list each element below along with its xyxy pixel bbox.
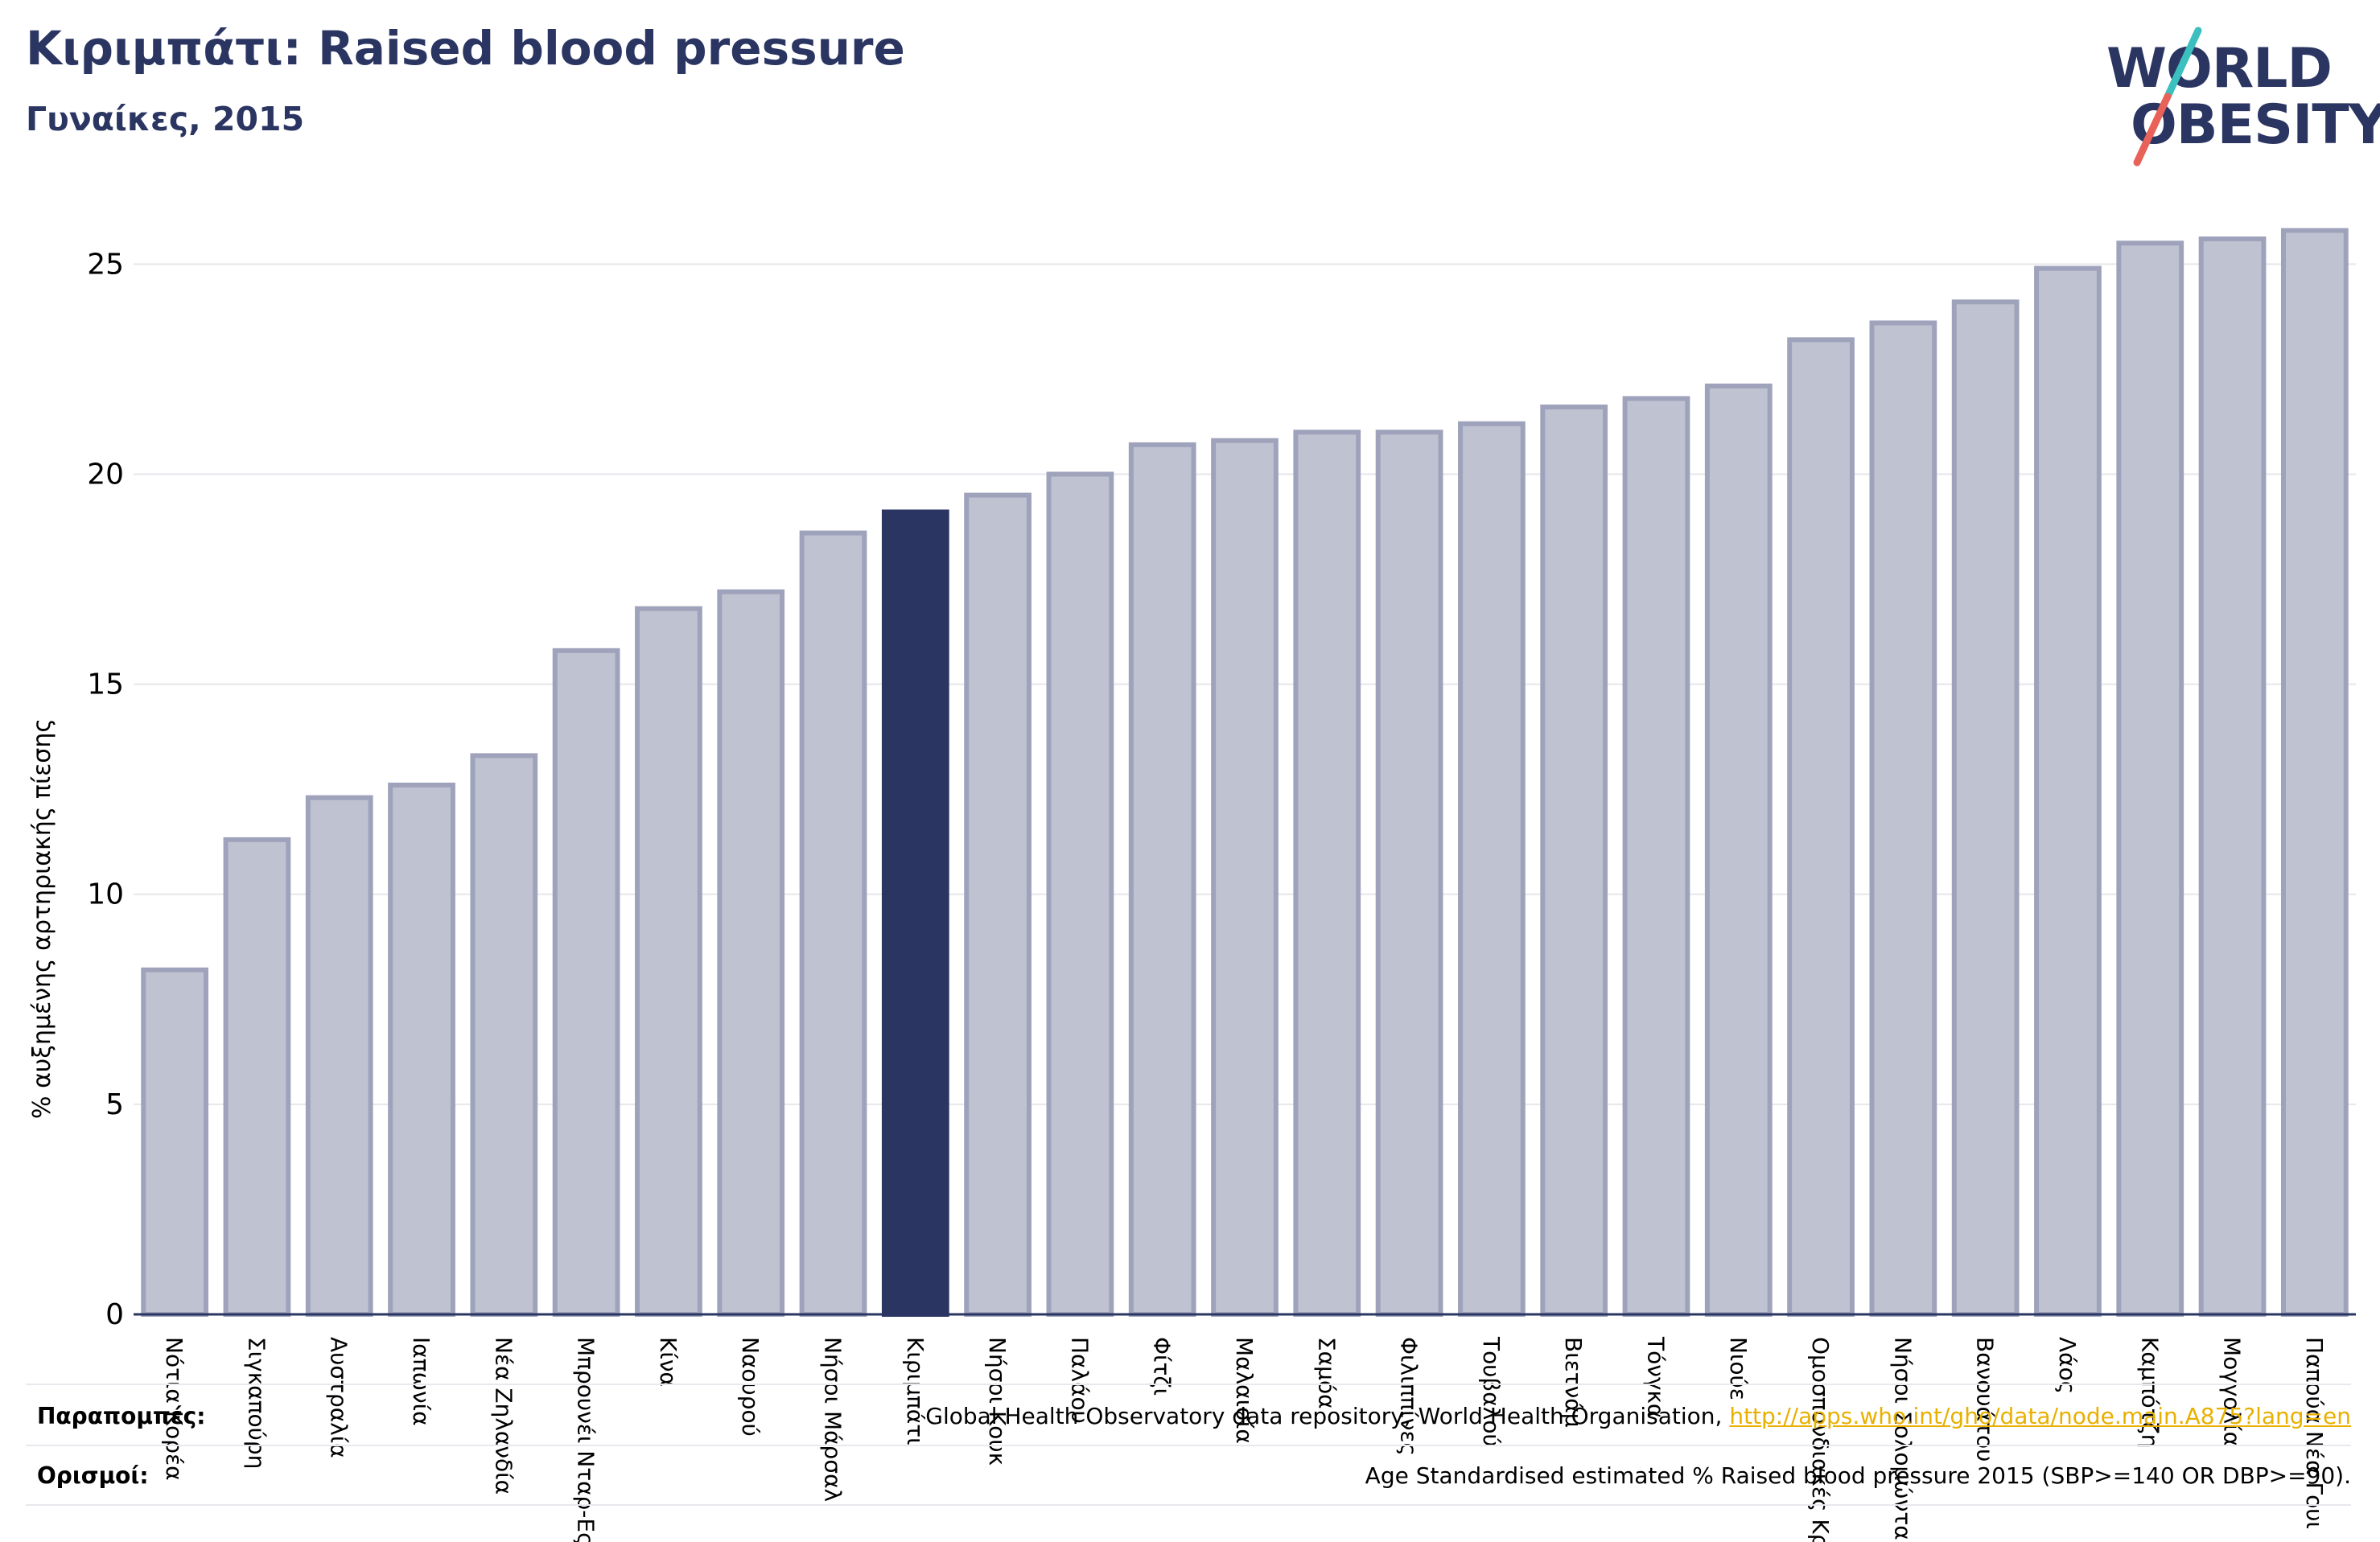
bar bbox=[1622, 396, 1690, 1318]
bar bbox=[1540, 404, 1608, 1317]
chart-title: Κιριμπάτι: Raised blood pressure bbox=[26, 21, 905, 76]
chart-subtitle: Γυναίκες, 2015 bbox=[26, 100, 305, 138]
bar bbox=[305, 795, 373, 1317]
x-tick-label: Τουβαλού bbox=[1478, 1336, 1505, 1447]
bar bbox=[1787, 337, 1855, 1317]
sources-link[interactable]: http://apps.who.int/gho/data/node.main.A… bbox=[1729, 1403, 2351, 1429]
x-tick-label: Ομοσπονδιακές Κρ bbox=[1807, 1337, 1834, 1542]
x-tick-label: Νήσοι Σολομώντα bbox=[1889, 1337, 1916, 1540]
footer-divider-middle bbox=[26, 1445, 2351, 1446]
bar bbox=[964, 492, 1031, 1317]
footer-definitions-row: Ορισμοί: Age Standardised estimated % Ra… bbox=[26, 1448, 2351, 1504]
x-tick-label: Βανουάτου bbox=[1972, 1337, 1999, 1462]
bar bbox=[1293, 430, 1361, 1318]
x-tick-label: Νήσοι Κουκ bbox=[984, 1337, 1011, 1466]
bar bbox=[552, 648, 620, 1317]
y-tick-label: 5 bbox=[105, 1088, 124, 1121]
logo-line-1: WORLD bbox=[2106, 37, 2333, 101]
y-tick-label: 0 bbox=[105, 1298, 124, 1331]
sources-value: Global Health Observatory data repositor… bbox=[925, 1403, 2351, 1429]
bar bbox=[2034, 265, 2102, 1317]
x-tick-label: Λάος bbox=[2054, 1337, 2081, 1394]
world-obesity-logo: WORLD OBESITY bbox=[2092, 24, 2380, 169]
definitions-text: Age Standardised estimated % Raised bloo… bbox=[1365, 1462, 2351, 1489]
bar bbox=[799, 530, 867, 1317]
bar bbox=[1375, 430, 1443, 1318]
x-tick-label: Βιετνάμ bbox=[1560, 1337, 1587, 1428]
bar bbox=[1211, 438, 1279, 1317]
x-tick-label: Μαλαισία bbox=[1231, 1337, 1258, 1444]
x-tick-label: Παπούα Νέα Γουι bbox=[2301, 1337, 2328, 1529]
x-tick-label: Φίτζι bbox=[1149, 1337, 1176, 1396]
bar bbox=[2198, 236, 2267, 1317]
footer-sources-row: Παραπομπές: Global Health Observatory da… bbox=[26, 1388, 2351, 1445]
bar bbox=[635, 606, 702, 1317]
bar bbox=[2116, 241, 2184, 1317]
bar bbox=[1046, 471, 1114, 1317]
x-tick-label: Σαμόα bbox=[1313, 1337, 1340, 1409]
bar bbox=[717, 589, 785, 1317]
x-tick-label: Φιλιππίνες bbox=[1396, 1337, 1423, 1456]
x-tick-label: Αυστραλία bbox=[326, 1337, 352, 1458]
bar bbox=[2280, 228, 2349, 1318]
bar bbox=[1704, 383, 1773, 1317]
x-tick-label: Κιριμπάτι bbox=[902, 1337, 929, 1445]
logo-line-2: OBESITY bbox=[2131, 93, 2380, 157]
bar bbox=[1458, 421, 1526, 1317]
x-tick-label: Μπρουνέι Νταρ-Ες bbox=[573, 1337, 599, 1542]
y-axis-label: % αυξημένης αρτηριακής πίεσης bbox=[28, 718, 56, 1119]
x-tick-label: Νέα Ζηλανδία bbox=[490, 1337, 517, 1495]
x-tick-label: Τόνγκα bbox=[1642, 1336, 1669, 1418]
footer-divider-bottom bbox=[26, 1504, 2351, 1506]
sources-text: Global Health Observatory data repositor… bbox=[925, 1403, 1730, 1429]
x-tick-label: Παλάου bbox=[1066, 1337, 1093, 1424]
y-tick-label: 25 bbox=[87, 248, 124, 281]
y-tick-label: 15 bbox=[87, 668, 124, 701]
bar bbox=[1128, 442, 1196, 1317]
x-tick-label: Κίνα bbox=[655, 1337, 681, 1387]
definitions-label: Ορισμοί: bbox=[37, 1462, 149, 1489]
x-tick-label: Νήσοι Μάρσαλ bbox=[820, 1337, 846, 1502]
bar bbox=[1951, 299, 2020, 1317]
x-tick-label: Μογγολία bbox=[2219, 1337, 2246, 1446]
x-tick-label: Ιαπωνία bbox=[408, 1337, 434, 1426]
bar-highlighted bbox=[881, 509, 949, 1317]
x-tick-label: Νιούε bbox=[1725, 1337, 1752, 1400]
bar bbox=[1869, 320, 1937, 1318]
x-tick-label: Ναουρού bbox=[737, 1337, 764, 1437]
x-tick-label: Νότια Κορέα bbox=[161, 1337, 187, 1481]
logo-slash-icon bbox=[2133, 27, 2202, 167]
bar bbox=[470, 753, 538, 1317]
x-tick-label: Καμπότζη bbox=[2136, 1337, 2163, 1448]
y-tick-label: 20 bbox=[87, 458, 124, 491]
bar bbox=[141, 967, 209, 1317]
footer-divider-top bbox=[26, 1384, 2351, 1385]
y-tick-label: 10 bbox=[87, 878, 124, 911]
bar bbox=[388, 782, 455, 1317]
bar bbox=[223, 837, 291, 1318]
sources-label: Παραπομπές: bbox=[37, 1403, 206, 1429]
x-tick-label: Σιγκαπούρη bbox=[243, 1337, 270, 1469]
